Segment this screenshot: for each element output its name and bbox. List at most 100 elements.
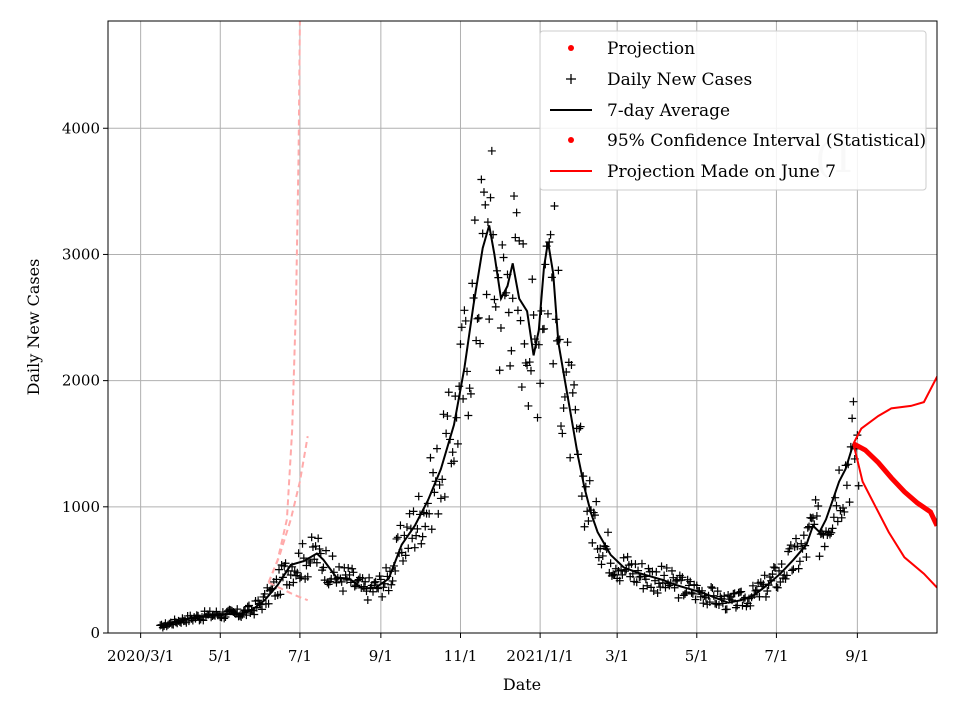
daily-case-marker <box>491 302 500 311</box>
plot-area <box>156 21 937 632</box>
daily-case-marker <box>498 240 507 249</box>
daily-case-marker <box>461 316 470 325</box>
daily-case-marker <box>662 563 671 572</box>
daily-case-marker <box>797 539 806 548</box>
daily-case-marker <box>814 501 823 510</box>
legend-box <box>539 30 927 191</box>
daily-case-marker <box>332 578 341 587</box>
daily-case-marker <box>314 534 323 543</box>
daily-case-marker <box>837 513 846 522</box>
daily-case-marker <box>371 577 380 586</box>
daily-case-marker <box>714 600 723 609</box>
daily-case-marker <box>584 516 593 525</box>
daily-case-marker <box>576 422 585 431</box>
daily-case-marker <box>436 494 445 503</box>
series-line-projection-made-on-june-7-band-lower- <box>268 581 309 602</box>
daily-case-marker <box>707 582 716 591</box>
daily-case-marker <box>594 553 603 562</box>
legend-marker-projection <box>568 45 574 51</box>
daily-case-marker <box>393 533 402 542</box>
daily-case-marker <box>528 275 537 284</box>
daily-case-marker <box>632 578 641 587</box>
daily-case-marker <box>782 571 791 580</box>
daily-case-marker <box>293 568 302 577</box>
daily-case-marker <box>439 410 448 419</box>
daily-case-marker <box>404 544 413 553</box>
daily-case-marker <box>807 514 816 523</box>
daily-case-marker <box>440 492 449 501</box>
daily-case-marker <box>365 573 374 582</box>
daily-case-marker <box>272 575 281 584</box>
daily-case-marker <box>392 534 401 543</box>
daily-case-marker <box>312 558 321 567</box>
daily-case-marker <box>550 201 559 210</box>
x-tick-label: 7/1 <box>288 647 312 665</box>
daily-case-marker <box>526 366 535 375</box>
daily-case-marker <box>490 295 499 304</box>
daily-case-marker <box>443 412 452 421</box>
daily-case-marker <box>688 589 697 598</box>
daily-case-marker <box>495 366 504 375</box>
daily-case-marker <box>468 279 477 288</box>
daily-case-marker <box>558 429 567 438</box>
daily-case-marker <box>585 476 594 485</box>
daily-case-marker <box>699 599 708 608</box>
daily-case-marker <box>827 528 836 537</box>
daily-case-marker <box>519 239 528 248</box>
daily-case-marker <box>615 576 624 585</box>
daily-case-marker <box>746 601 755 610</box>
daily-case-marker <box>637 559 646 568</box>
daily-case-marker <box>525 358 534 367</box>
legend-label-daily: Daily New Cases <box>607 70 752 90</box>
daily-case-marker <box>571 405 580 414</box>
daily-case-marker <box>567 361 576 370</box>
daily-case-marker <box>413 524 422 533</box>
daily-case-marker <box>811 495 820 504</box>
daily-case-marker <box>481 200 490 209</box>
daily-case-marker <box>649 587 658 596</box>
daily-case-marker <box>828 524 837 533</box>
daily-case-marker <box>566 453 575 462</box>
daily-case-marker <box>833 517 842 526</box>
daily-case-marker <box>264 599 273 608</box>
daily-case-marker <box>486 193 495 202</box>
daily-case-marker <box>517 383 526 392</box>
daily-case-marker <box>604 528 613 537</box>
daily-case-marker <box>510 192 519 201</box>
daily-case-marker <box>667 566 676 575</box>
y-axis-label: Daily New Cases <box>24 259 43 396</box>
daily-case-marker <box>344 563 353 572</box>
daily-case-marker <box>786 541 795 550</box>
series-line-95-ci-lower <box>852 443 937 589</box>
x-tick-label: 9/1 <box>845 647 869 665</box>
daily-case-marker <box>388 576 397 585</box>
daily-case-marker <box>643 581 652 590</box>
daily-case-marker <box>825 530 834 539</box>
y-tick-label: 2000 <box>62 372 100 390</box>
daily-case-marker <box>412 531 421 540</box>
daily-case-marker <box>513 306 522 315</box>
x-tick-label: 9/1 <box>369 647 393 665</box>
daily-case-marker <box>773 583 782 592</box>
daily-case-marker <box>577 492 586 501</box>
daily-case-marker <box>516 316 525 325</box>
daily-case-marker <box>520 339 529 348</box>
daily-case-marker <box>792 534 801 543</box>
daily-case-marker <box>682 588 691 597</box>
daily-case-marker <box>289 578 298 587</box>
daily-case-marker <box>456 340 465 349</box>
legend-label-ci: 95% Confidence Interval (Statistical) <box>607 131 926 151</box>
y-tick-label: 1000 <box>62 498 100 516</box>
daily-case-marker <box>482 290 491 299</box>
daily-case-marker <box>580 522 589 531</box>
daily-case-marker <box>478 229 487 238</box>
daily-case-marker <box>453 439 462 448</box>
daily-case-marker <box>457 323 466 332</box>
daily-case-marker <box>563 338 572 347</box>
daily-case-marker <box>849 397 858 406</box>
daily-case-marker <box>487 146 496 155</box>
daily-case-marker <box>401 551 410 560</box>
daily-case-marker <box>459 394 468 403</box>
daily-case-marker <box>546 230 555 239</box>
